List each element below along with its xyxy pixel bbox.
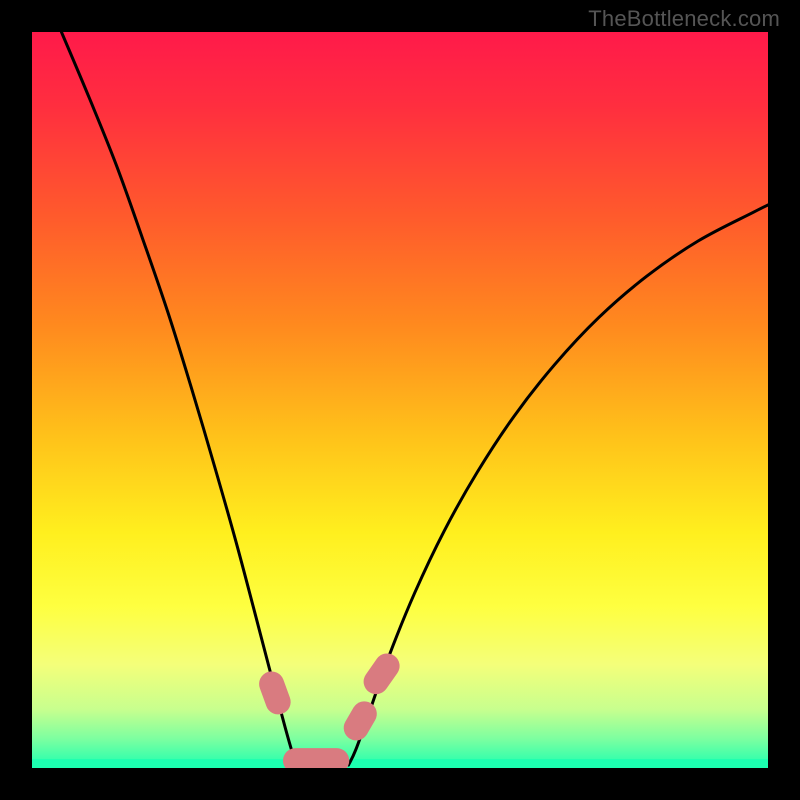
chart-stage: TheBottleneck.com xyxy=(0,0,800,800)
chart-svg xyxy=(0,0,800,800)
gradient-background xyxy=(32,32,768,768)
floor-band xyxy=(32,759,768,768)
watermark-text: TheBottleneck.com xyxy=(588,6,780,32)
